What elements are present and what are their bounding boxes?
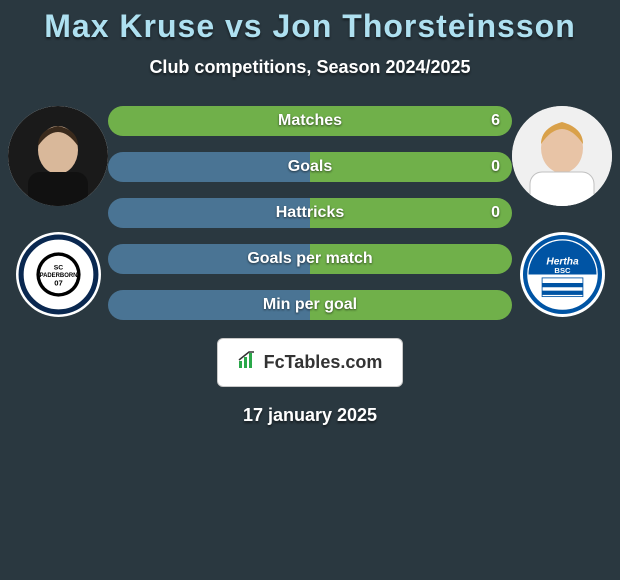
stat-bars: Matches 6 Goals 0 Hattricks 0 [108, 98, 512, 320]
card: Max Kruse vs Jon Thorsteinsson Club comp… [0, 0, 620, 580]
stat-label: Matches [278, 112, 342, 130]
chart-icon [238, 351, 258, 374]
stat-right-value: 6 [491, 106, 500, 136]
player-right-avatar [512, 106, 612, 206]
stat-row-goals-per-match: Goals per match [108, 244, 512, 274]
stat-right-value: 0 [491, 198, 500, 228]
comparison-row: SC PADERBORN 07 Matches 6 [0, 78, 620, 320]
stat-label: Hattricks [276, 204, 344, 222]
footer: FcTables.com 17 january 2025 [0, 338, 620, 426]
page-subtitle: Club competitions, Season 2024/2025 [0, 57, 620, 78]
player-left-avatar [8, 106, 108, 206]
stat-row-min-per-goal: Min per goal [108, 290, 512, 320]
club-left-badge: SC PADERBORN 07 [16, 232, 101, 317]
brand-text: FcTables.com [264, 352, 383, 373]
page-title: Max Kruse vs Jon Thorsteinsson [0, 0, 620, 45]
player-left-column: SC PADERBORN 07 [8, 98, 108, 317]
svg-text:SC: SC [53, 264, 63, 271]
stat-right-value: 0 [491, 152, 500, 182]
stat-row-goals: Goals 0 [108, 152, 512, 182]
stat-label: Goals per match [247, 250, 372, 268]
stat-row-matches: Matches 6 [108, 106, 512, 136]
date-text: 17 january 2025 [0, 405, 620, 426]
svg-text:07: 07 [54, 279, 63, 288]
club-right-badge: Hertha BSC [520, 232, 605, 317]
svg-text:BSC: BSC [554, 266, 571, 275]
brand-badge: FcTables.com [217, 338, 404, 387]
stat-label: Goals [288, 158, 332, 176]
stat-row-hattricks: Hattricks 0 [108, 198, 512, 228]
player-right-column: Hertha BSC [512, 98, 612, 317]
stat-label: Min per goal [263, 296, 357, 314]
